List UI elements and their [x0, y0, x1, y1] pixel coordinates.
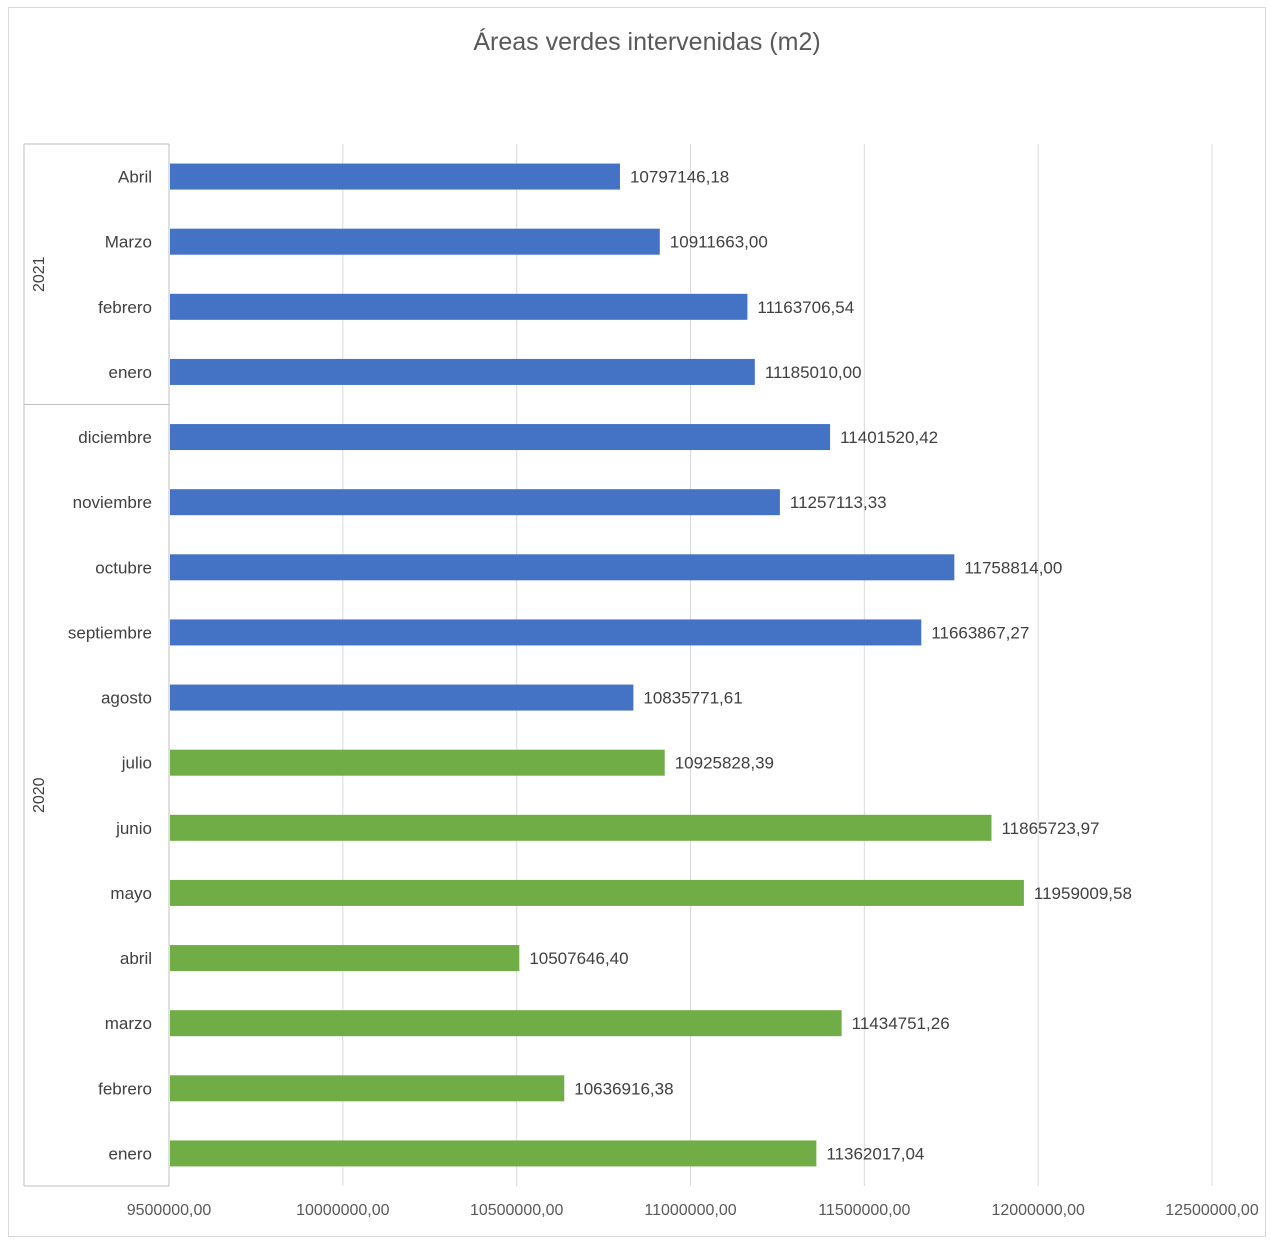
- bar: [170, 749, 665, 776]
- category-label: septiembre: [68, 623, 152, 642]
- x-tick-label: 10000000,00: [296, 1202, 390, 1219]
- data-label: 11758814,00: [964, 558, 1062, 577]
- data-label: 11865723,97: [1001, 819, 1099, 838]
- chart-frame: Áreas verdes intervenidas (m2) 2021 2020 A…: [8, 7, 1266, 1237]
- category-label: febrero: [98, 298, 152, 317]
- category-label: abril: [120, 949, 152, 968]
- category-label: enero: [109, 363, 152, 382]
- data-label: 11163706,54: [757, 298, 854, 317]
- data-label: 10835771,61: [643, 689, 742, 708]
- category-label: mayo: [110, 884, 152, 903]
- data-label: 11257113,33: [790, 493, 887, 512]
- x-tick-label: 11000000,00: [644, 1202, 736, 1219]
- bar: [170, 1075, 565, 1102]
- bar: [170, 1010, 842, 1037]
- category-label: enero: [109, 1144, 152, 1163]
- data-label: 11401520,42: [840, 428, 938, 447]
- year-group-label: 2020: [31, 777, 48, 813]
- category-label: marzo: [105, 1014, 152, 1033]
- category-label: octubre: [95, 558, 152, 577]
- category-label: agosto: [101, 689, 152, 708]
- category-label: diciembre: [78, 428, 152, 447]
- data-label: 11362017,04: [826, 1144, 924, 1163]
- category-label: noviembre: [73, 493, 152, 512]
- data-label: 11185010,00: [765, 363, 862, 382]
- x-axis-ticks: 9500000,00 10000000,00 10500000,00 11000000…: [127, 1202, 1259, 1219]
- category-label: julio: [121, 754, 152, 773]
- x-tick-label: 11500000,00: [818, 1202, 910, 1219]
- data-label: 10911663,00: [670, 233, 768, 252]
- bar: [170, 684, 634, 711]
- bar: [170, 1140, 817, 1167]
- bar: [170, 358, 755, 385]
- year-group-label: 2021: [31, 256, 48, 292]
- bar: [170, 879, 1024, 906]
- bar-chart: Áreas verdes intervenidas (m2) 2021 2020 A…: [23, 27, 1259, 1219]
- bar: [170, 814, 992, 841]
- bar: [170, 424, 831, 451]
- data-label: 11663867,27: [931, 623, 1029, 642]
- bar: [170, 489, 780, 516]
- data-label: 11959009,58: [1034, 884, 1132, 903]
- category-label: febrero: [98, 1079, 152, 1098]
- x-tick-label: 10500000,00: [470, 1202, 564, 1219]
- bar: [170, 554, 955, 581]
- bar: [170, 163, 620, 190]
- data-label: 10507646,40: [529, 949, 628, 968]
- data-label: 10636916,38: [574, 1079, 673, 1098]
- chart-title: Áreas verdes intervenidas (m2): [473, 27, 820, 56]
- category-axis: 2021 2020 Abril Marzo febrero enero diciembre n…: [23, 143, 170, 1187]
- data-label: 11434751,26: [852, 1014, 950, 1033]
- bar: [170, 619, 922, 646]
- data-labels: 10797146,18 10911663,00 11163706,54 1118501…: [529, 168, 1132, 1164]
- x-tick-label: 9500000,00: [127, 1202, 212, 1219]
- data-label: 10925828,39: [675, 754, 774, 773]
- category-label: Abril: [118, 168, 152, 187]
- x-tick-label: 12500000,00: [1165, 1202, 1259, 1219]
- bar: [170, 293, 748, 320]
- data-label: 10797146,18: [630, 168, 729, 187]
- bars: [170, 163, 1024, 1167]
- bar: [170, 228, 660, 255]
- x-tick-label: 12000000,00: [991, 1202, 1085, 1219]
- category-label: junio: [115, 819, 152, 838]
- category-label: Marzo: [105, 233, 152, 252]
- bar: [170, 945, 520, 972]
